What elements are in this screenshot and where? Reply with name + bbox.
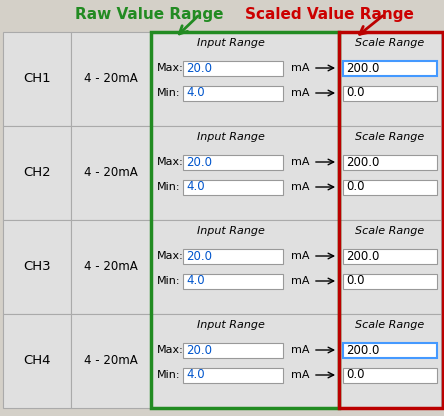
Bar [183,86,283,101]
Bar [71,32,151,126]
Bar [3,32,71,126]
Text: 0.0: 0.0 [346,87,365,99]
Bar [343,248,437,263]
Text: Min:: Min: [157,370,181,380]
Text: 200.0: 200.0 [346,62,379,74]
Text: Max:: Max: [157,63,184,73]
Bar [343,273,437,289]
Text: CH3: CH3 [23,260,51,273]
Bar [183,179,283,195]
Text: mA: mA [291,157,309,167]
Text: 20.0: 20.0 [186,250,212,262]
Text: 4 - 20mA: 4 - 20mA [84,260,138,273]
Text: 200.0: 200.0 [346,344,379,357]
Bar [183,248,283,263]
Text: Input Range: Input Range [197,320,265,330]
Text: 4.0: 4.0 [186,275,205,287]
Bar [71,220,151,314]
Text: 0.0: 0.0 [346,275,365,287]
Text: mA: mA [291,276,309,286]
Text: 4 - 20mA: 4 - 20mA [84,72,138,86]
Text: CH2: CH2 [23,166,51,179]
Bar [3,314,71,408]
Bar [339,32,441,126]
Text: 20.0: 20.0 [186,62,212,74]
Text: 200.0: 200.0 [346,250,379,262]
Text: 4 - 20mA: 4 - 20mA [84,354,138,367]
Text: Max:: Max: [157,157,184,167]
Bar [343,367,437,382]
Text: Input Range: Input Range [197,38,265,48]
Bar [343,179,437,195]
Text: Scale Range: Scale Range [355,38,424,48]
Bar [151,32,339,126]
Text: Scale Range: Scale Range [355,132,424,142]
Text: Scale Range: Scale Range [355,226,424,236]
Bar [183,367,283,382]
Bar [3,126,71,220]
Text: 4.0: 4.0 [186,181,205,193]
Bar [151,32,339,408]
Bar [71,126,151,220]
Text: 0.0: 0.0 [346,369,365,381]
Text: 4.0: 4.0 [186,87,205,99]
Text: Input Range: Input Range [197,226,265,236]
Bar [183,60,283,75]
Bar [151,126,339,220]
Bar [3,220,71,314]
Bar [71,314,151,408]
Bar [151,314,339,408]
Text: Scaled Value Range: Scaled Value Range [245,7,414,22]
Bar [343,60,437,75]
Bar [343,86,437,101]
Text: Min:: Min: [157,276,181,286]
Text: 20.0: 20.0 [186,156,212,168]
Text: mA: mA [291,63,309,73]
Text: mA: mA [291,345,309,355]
Text: 200.0: 200.0 [346,156,379,168]
Text: Min:: Min: [157,182,181,192]
Text: 0.0: 0.0 [346,181,365,193]
Text: Max:: Max: [157,251,184,261]
Bar [339,220,441,314]
Text: 20.0: 20.0 [186,344,212,357]
Bar [183,154,283,169]
Bar [339,126,441,220]
Text: 4 - 20mA: 4 - 20mA [84,166,138,179]
Text: Max:: Max: [157,345,184,355]
Bar [183,273,283,289]
Text: mA: mA [291,88,309,98]
Bar [343,342,437,357]
Text: Raw Value Range: Raw Value Range [75,7,223,22]
Text: mA: mA [291,251,309,261]
Bar [339,32,443,408]
Text: mA: mA [291,370,309,380]
Text: Min:: Min: [157,88,181,98]
Bar [151,220,339,314]
Text: CH4: CH4 [23,354,51,367]
Text: Scale Range: Scale Range [355,320,424,330]
Text: mA: mA [291,182,309,192]
Bar [343,154,437,169]
Text: Input Range: Input Range [197,132,265,142]
Bar [339,314,441,408]
Text: 4.0: 4.0 [186,369,205,381]
Text: CH1: CH1 [23,72,51,86]
Bar [183,342,283,357]
